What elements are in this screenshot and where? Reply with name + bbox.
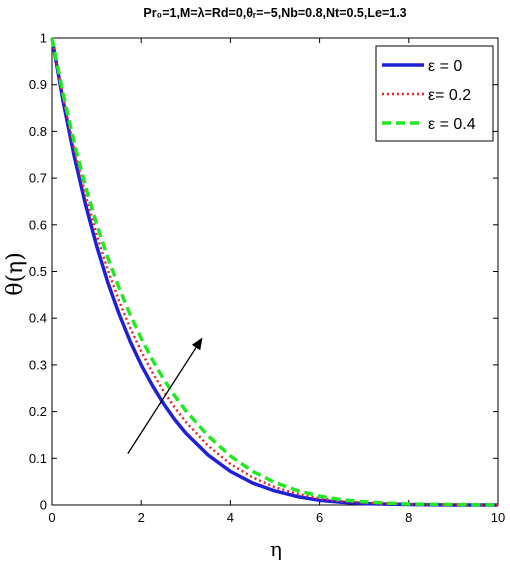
- y-tick-label: 1: [40, 31, 47, 46]
- x-axis-label: η: [270, 537, 282, 561]
- series-line-1: [50, 37, 499, 507]
- trend-arrow: [127, 337, 203, 454]
- chart-title: Pr₀=1,M=λ=Rd=0,θᵣ=−5,Nb=0.8,Nt=0.5,Le=1.…: [143, 6, 406, 20]
- y-tick-label: 0.4: [29, 311, 47, 326]
- y-tick-label: 0.2: [29, 404, 47, 419]
- series-line-0: [50, 37, 498, 507]
- y-tick-label: 0: [40, 498, 47, 513]
- x-tick-label: 4: [227, 510, 234, 525]
- y-tick-label: 0.7: [29, 171, 47, 186]
- y-tick-label: 0.6: [29, 217, 47, 232]
- series-line-2: [50, 37, 499, 507]
- legend-label-2: ε = 0.4: [428, 116, 476, 133]
- x-tick-label: 10: [491, 510, 505, 525]
- x-tick-label: 8: [405, 510, 412, 525]
- legend-box: [375, 45, 494, 142]
- x-tick-label: 2: [138, 510, 145, 525]
- plot-area: 0 2 4 6 8 10 0 0.1 0.2 0.3 0.4 0.5 0.6 0.7 0.8 0.9 1 ε = …: [29, 31, 505, 526]
- x-tick-label: 0: [48, 510, 55, 525]
- legend-label-0: ε = 0: [428, 58, 462, 75]
- legend-label-1: ε= 0.2: [428, 87, 471, 104]
- y-tick-label: 0.3: [29, 357, 47, 372]
- y-axis-label: θ(η): [3, 252, 28, 296]
- y-tick-label: 0.5: [29, 264, 47, 279]
- y-tick-label: 0.9: [29, 77, 47, 92]
- y-tick-label: 0.1: [29, 451, 47, 466]
- y-tick-label: 0.8: [29, 124, 47, 139]
- x-tick-label: 6: [316, 510, 323, 525]
